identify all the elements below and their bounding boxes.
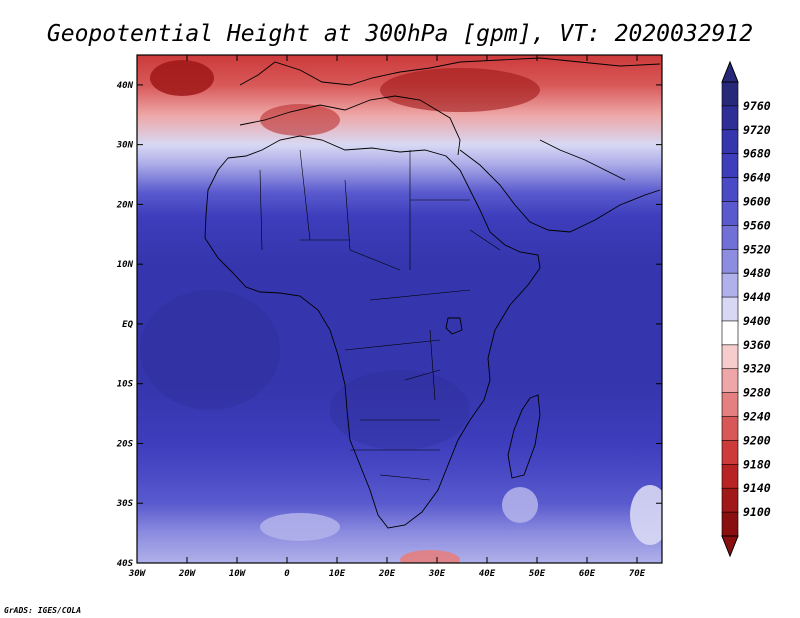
madagascar-coastline	[507, 394, 541, 479]
ridge-blob	[330, 370, 470, 450]
lon-tick-label: 20W	[178, 569, 197, 579]
colorbar-label: 9100	[743, 505, 771, 519]
colorbar-label: 9720	[743, 123, 771, 137]
lat-tick-label: 30S	[116, 499, 134, 509]
low-center-blob	[380, 68, 540, 112]
country-borders	[259, 149, 501, 481]
persian-gulf	[539, 139, 626, 181]
low-center-blob	[150, 60, 214, 96]
lat-tick-label: EQ	[122, 320, 133, 330]
colorbar-segment	[721, 344, 739, 370]
colorbar-segment	[721, 296, 739, 322]
ridge-blob	[140, 290, 280, 410]
trough-blob	[502, 487, 538, 523]
colorbar-segment	[721, 487, 739, 513]
colorbar-label: 9520	[743, 242, 771, 256]
mediterranean-coast	[239, 95, 461, 156]
lat-tick-label: 20N	[116, 200, 134, 210]
lat-tick-label: 10N	[117, 260, 134, 270]
credit-label: GrADS: IGES/COLA	[4, 606, 81, 615]
lon-tick-label: 0	[284, 569, 290, 579]
low-center-blob	[260, 104, 340, 136]
colorbar-segment	[721, 464, 739, 490]
colorbar: 9760 9720 9680 9640 9600 9560 9520 9480 9440 9400…	[721, 60, 771, 558]
colorbar-segment	[721, 248, 739, 274]
geopotential-field	[137, 55, 662, 563]
low-center-blob	[400, 550, 460, 563]
colorbar-label: 9400	[743, 314, 771, 328]
colorbar-segment	[721, 416, 739, 442]
colorbar-segment	[721, 392, 739, 418]
colorbar-segment	[721, 440, 739, 466]
colorbar-label: 9240	[743, 410, 771, 424]
colorbar-label: 9280	[743, 386, 771, 400]
map-plot-area	[137, 55, 662, 563]
lat-tick-label: 20S	[116, 439, 134, 449]
lat-tick-label: 10S	[117, 380, 134, 390]
colorbar-label: 9180	[743, 457, 771, 471]
lat-tick-label: 40N	[117, 81, 134, 91]
arabia-coastline	[459, 149, 661, 233]
colorbar-segment	[721, 81, 739, 107]
colorbar-segment	[721, 177, 739, 203]
colorbar-segment	[721, 320, 739, 346]
colorbar-bottom-arrow	[721, 535, 739, 558]
colorbar-label: 9200	[743, 433, 771, 447]
longitude-axis: 30W 20W 10W 0 10E 20E 30E 40E 50E 60E 70E	[128, 55, 646, 579]
colorbar-segment	[721, 105, 739, 131]
colorbar-label: 9680	[743, 147, 771, 161]
colorbar-segment	[721, 129, 739, 155]
colorbar-label: 9440	[743, 290, 771, 304]
colorbar-segment	[721, 225, 739, 251]
lon-tick-label: 20E	[378, 569, 396, 579]
colorbar-segment	[721, 511, 739, 537]
colorbar-label: 9760	[743, 99, 771, 113]
colorbar-segment	[721, 272, 739, 298]
latitude-axis: 40N 30N 20N 10N EQ 10S 20S 30S 40S	[116, 81, 662, 569]
lat-tick-label: 40S	[117, 559, 134, 569]
colorbar-label: 9560	[743, 218, 771, 232]
map-frame	[136, 54, 663, 564]
colorbar-label: 9360	[743, 338, 771, 352]
lon-tick-label: 70E	[629, 569, 646, 579]
colorbar-segment	[721, 368, 739, 394]
lon-tick-label: 60E	[579, 569, 596, 579]
lon-tick-label: 50E	[529, 569, 546, 579]
lon-tick-label: 10W	[229, 569, 247, 579]
colorbar-label: 9320	[743, 362, 771, 376]
lon-tick-label: 30E	[428, 569, 446, 579]
europe-coastline	[239, 57, 661, 86]
lake-victoria	[445, 317, 463, 335]
trough-blob	[260, 513, 340, 541]
lon-tick-label: 30W	[128, 569, 147, 579]
colorbar-segment	[721, 153, 739, 179]
map-title: Geopotential Height at 300hPa [gpm], VT:…	[47, 21, 753, 47]
lon-tick-label: 40E	[479, 569, 496, 579]
colorbar-label: 9640	[743, 171, 771, 185]
colorbar-label: 9140	[743, 481, 771, 495]
lat-tick-label: 30N	[116, 141, 134, 151]
colorbar-label: 9600	[743, 194, 771, 208]
trough-blob	[630, 485, 662, 545]
colorbar-top-arrow	[721, 60, 739, 83]
coastlines	[204, 57, 661, 529]
africa-coastline	[204, 135, 541, 529]
colorbar-label: 9480	[743, 266, 771, 280]
colorbar-segment	[721, 201, 739, 227]
lon-tick-label: 10E	[329, 569, 346, 579]
